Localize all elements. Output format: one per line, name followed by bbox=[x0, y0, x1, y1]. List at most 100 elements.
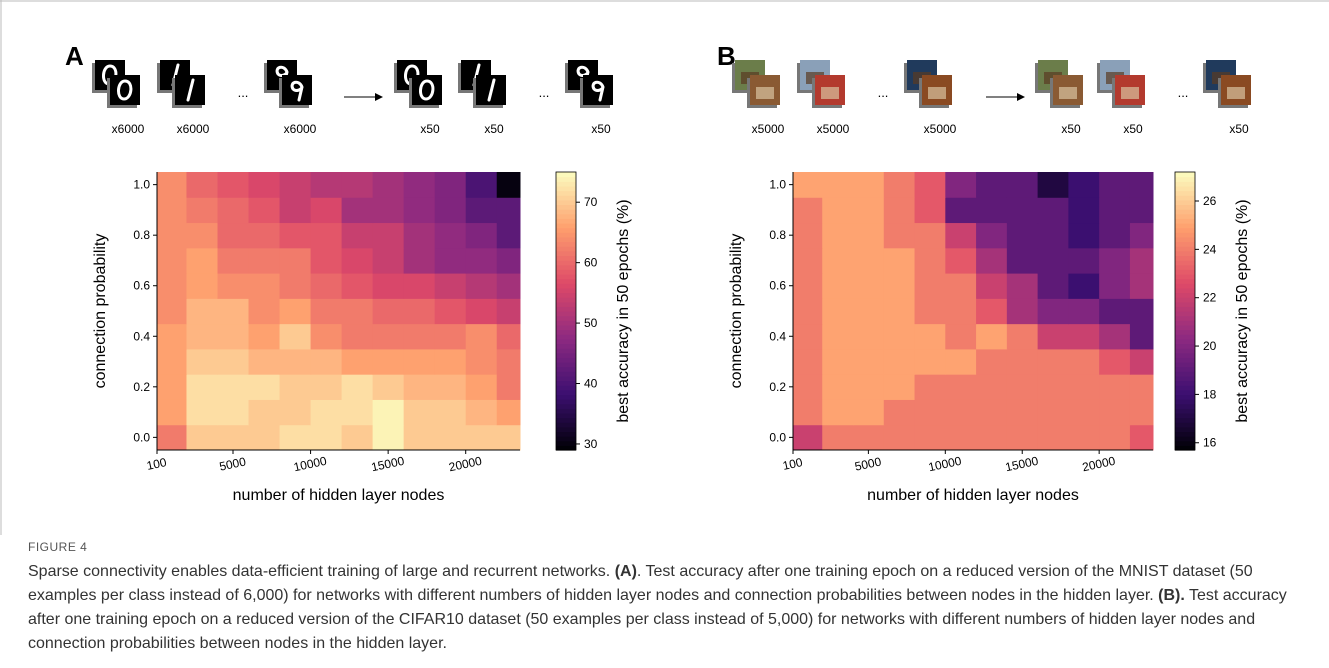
colorbar-step bbox=[556, 242, 576, 247]
colorbar-step bbox=[1175, 422, 1195, 427]
x-tick-label: 15000 bbox=[370, 454, 406, 475]
heatmap-cell bbox=[1007, 374, 1038, 400]
heatmap-cell bbox=[157, 172, 187, 198]
count-label: x50 bbox=[591, 122, 611, 136]
heatmap-cell bbox=[822, 399, 853, 425]
heatmap-cell bbox=[793, 172, 823, 198]
heatmap-cell bbox=[884, 425, 915, 451]
colorbar-step bbox=[1175, 390, 1195, 395]
heatmap-cell bbox=[218, 172, 250, 198]
heatmap-cell bbox=[1068, 248, 1099, 274]
heatmap-cell bbox=[311, 172, 343, 198]
colorbar-step bbox=[556, 325, 576, 330]
heatmap-cell bbox=[822, 172, 853, 198]
colorbar-step bbox=[556, 297, 576, 302]
heatmap-cell bbox=[435, 399, 467, 425]
heatmap-cell bbox=[186, 399, 218, 425]
heatmap-cell bbox=[945, 223, 976, 249]
heatmap-cell bbox=[249, 425, 281, 451]
heatmap-cell bbox=[945, 197, 976, 223]
heatmap-cell bbox=[218, 374, 250, 400]
heatmap-cell bbox=[342, 374, 374, 400]
heatmap-cell bbox=[822, 197, 853, 223]
heatmap-cell bbox=[1038, 425, 1069, 451]
heatmap-cell bbox=[915, 399, 946, 425]
heatmap-cell bbox=[1007, 324, 1038, 350]
heatmap-cell bbox=[404, 197, 436, 223]
colorbar-step bbox=[556, 255, 576, 260]
colorbar-step bbox=[556, 381, 576, 386]
heatmap-cell bbox=[186, 172, 218, 198]
heatmap-cell bbox=[1007, 172, 1038, 198]
count-label: x6000 bbox=[284, 122, 317, 136]
caption-segment: (B). bbox=[1158, 587, 1185, 604]
y-tick-label: 0.4 bbox=[769, 329, 786, 343]
colorbar-step bbox=[1175, 302, 1195, 307]
heatmap-cell bbox=[435, 298, 467, 324]
heatmap-cell bbox=[945, 273, 976, 299]
colorbar-tick-label: 60 bbox=[584, 256, 598, 270]
colorbar-step bbox=[1175, 195, 1195, 200]
heatmap-cell bbox=[793, 223, 823, 249]
heatmap-cell bbox=[249, 298, 281, 324]
colorbar-step bbox=[556, 274, 576, 279]
count-label: x50 bbox=[1229, 122, 1249, 136]
heatmap-cell bbox=[853, 399, 884, 425]
colorbar-step bbox=[556, 251, 576, 256]
colorbar-step bbox=[556, 214, 576, 219]
heatmap-cell bbox=[1130, 223, 1154, 249]
heatmap-cell bbox=[186, 324, 218, 350]
heatmap-cell bbox=[793, 425, 823, 451]
count-label: x50 bbox=[484, 122, 504, 136]
heatmap-cell bbox=[249, 172, 281, 198]
heatmap-cell bbox=[1130, 374, 1154, 400]
heatmap-cell bbox=[280, 324, 312, 350]
heatmap-cell bbox=[884, 273, 915, 299]
colorbar-step bbox=[556, 288, 576, 293]
heatmap-cell bbox=[884, 223, 915, 249]
heatmap-cell bbox=[1099, 197, 1130, 223]
colorbar-step bbox=[1175, 251, 1195, 256]
colorbar-step bbox=[1175, 371, 1195, 376]
heatmap-cell bbox=[280, 399, 312, 425]
y-tick-label: 0.4 bbox=[133, 329, 150, 343]
heatmap-cell bbox=[497, 399, 521, 425]
colorbar-step bbox=[1175, 343, 1195, 348]
count-label: x5000 bbox=[752, 122, 785, 136]
colorbar-step bbox=[1175, 283, 1195, 288]
colorbar-step bbox=[1175, 330, 1195, 335]
colorbar-step bbox=[1175, 242, 1195, 247]
heatmap-cell bbox=[976, 425, 1007, 451]
heatmap-cell bbox=[342, 273, 374, 299]
colorbar-step bbox=[1175, 223, 1195, 228]
colorbar-step bbox=[556, 357, 576, 362]
colorbar-tick-label: 18 bbox=[1203, 387, 1217, 401]
y-axis-label: connection probability bbox=[728, 234, 745, 389]
heatmap-cell bbox=[497, 298, 521, 324]
x-tick-label: 5000 bbox=[853, 454, 882, 473]
heatmap-cell bbox=[186, 223, 218, 249]
heatmap-cell bbox=[884, 248, 915, 274]
heatmap-cell bbox=[976, 349, 1007, 375]
heatmap-cell bbox=[342, 248, 374, 274]
count-label: x5000 bbox=[924, 122, 957, 136]
heatmap-cell bbox=[186, 298, 218, 324]
colorbar-step bbox=[1175, 218, 1195, 223]
heatmap-cell bbox=[280, 223, 312, 249]
heatmap-cell bbox=[311, 197, 343, 223]
heatmap-cell bbox=[466, 197, 498, 223]
heatmap-cell bbox=[497, 248, 521, 274]
heatmap-cell bbox=[280, 197, 312, 223]
heatmap-cell bbox=[976, 197, 1007, 223]
colorbar-step bbox=[1175, 297, 1195, 302]
colorbar-tick-label: 20 bbox=[1203, 339, 1217, 353]
heatmap-cell bbox=[373, 273, 405, 299]
heatmap-cell bbox=[466, 374, 498, 400]
heatmap-cell bbox=[1038, 324, 1069, 350]
heatmap-cell bbox=[218, 298, 250, 324]
heatmap-cell bbox=[373, 298, 405, 324]
heatmap-cell bbox=[1130, 172, 1154, 198]
heatmap-cell bbox=[1007, 425, 1038, 451]
heatmap-cell bbox=[249, 223, 281, 249]
colorbar-step bbox=[556, 181, 576, 186]
